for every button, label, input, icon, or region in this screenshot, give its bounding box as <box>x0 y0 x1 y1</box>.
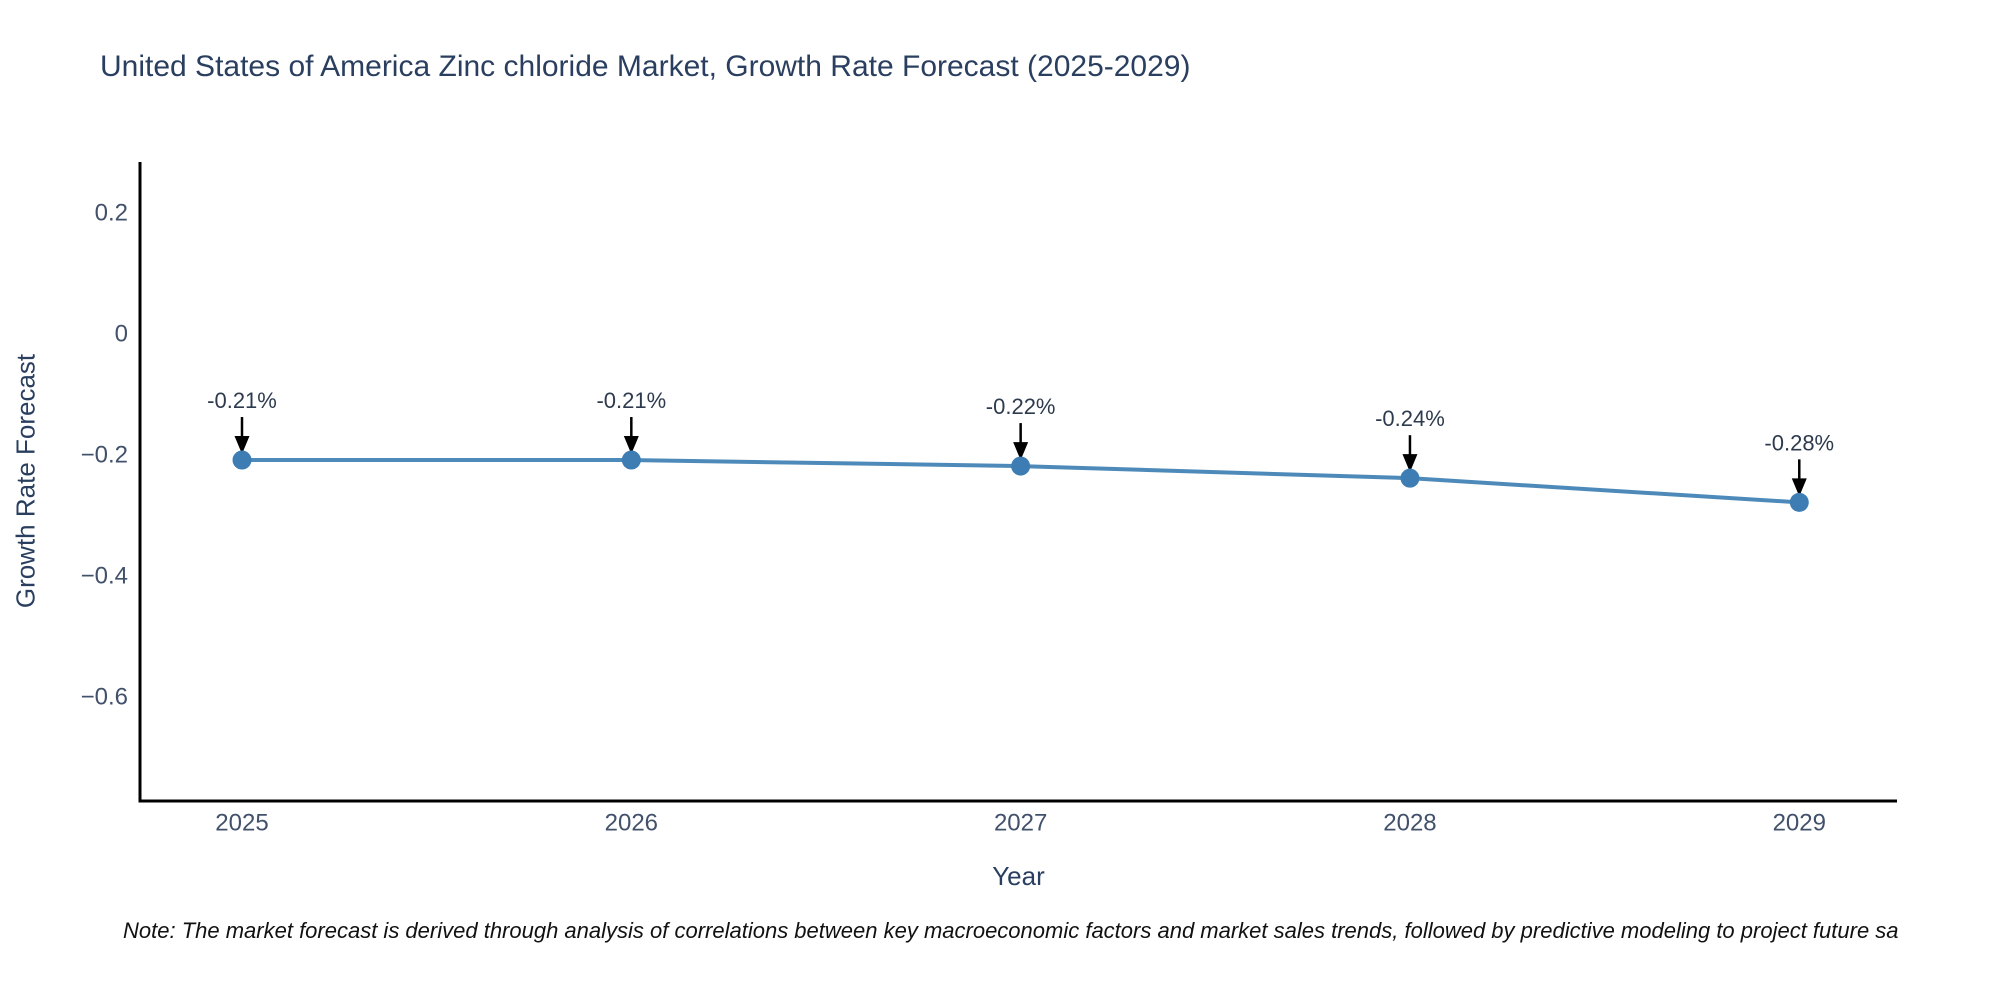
annotation-arrow-head <box>1402 454 1418 473</box>
footnote: Note: The market forecast is derived thr… <box>123 918 1899 943</box>
annotation-arrow-head <box>234 436 250 455</box>
data-point-2028[interactable] <box>1400 468 1420 488</box>
annotation-arrow-head <box>623 436 639 455</box>
point-label-2026: -0.21% <box>596 388 666 413</box>
data-point-2026[interactable] <box>621 450 641 470</box>
data-point-2027[interactable] <box>1011 456 1031 476</box>
x-tick-label-2025: 2025 <box>215 810 268 837</box>
annotation-arrow-head <box>1013 442 1029 461</box>
x-axis-title: Year <box>992 861 1045 891</box>
y-tick-label: −0.4 <box>81 562 128 589</box>
y-tick-label: −0.6 <box>81 683 128 710</box>
data-point-2025[interactable] <box>232 450 252 470</box>
point-label-2029: -0.28% <box>1764 430 1834 455</box>
x-tick-label-2027: 2027 <box>994 810 1047 837</box>
y-tick-label: −0.2 <box>81 441 128 468</box>
y-tick-label: 0.2 <box>95 200 128 227</box>
point-label-2025: -0.21% <box>207 388 277 413</box>
y-axis-title: Growth Rate Forecast <box>10 353 41 609</box>
point-label-2027: -0.22% <box>986 394 1056 419</box>
data-point-2029[interactable] <box>1789 492 1809 512</box>
chart-title: United States of America Zinc chloride M… <box>100 50 1191 83</box>
x-tick-label-2029: 2029 <box>1773 810 1826 837</box>
point-label-2028: -0.24% <box>1375 406 1445 431</box>
x-tick-label-2028: 2028 <box>1383 810 1436 837</box>
y-tick-label: 0 <box>115 321 128 348</box>
x-tick-label-2026: 2026 <box>605 810 658 837</box>
annotation-arrow-head <box>1791 478 1807 497</box>
